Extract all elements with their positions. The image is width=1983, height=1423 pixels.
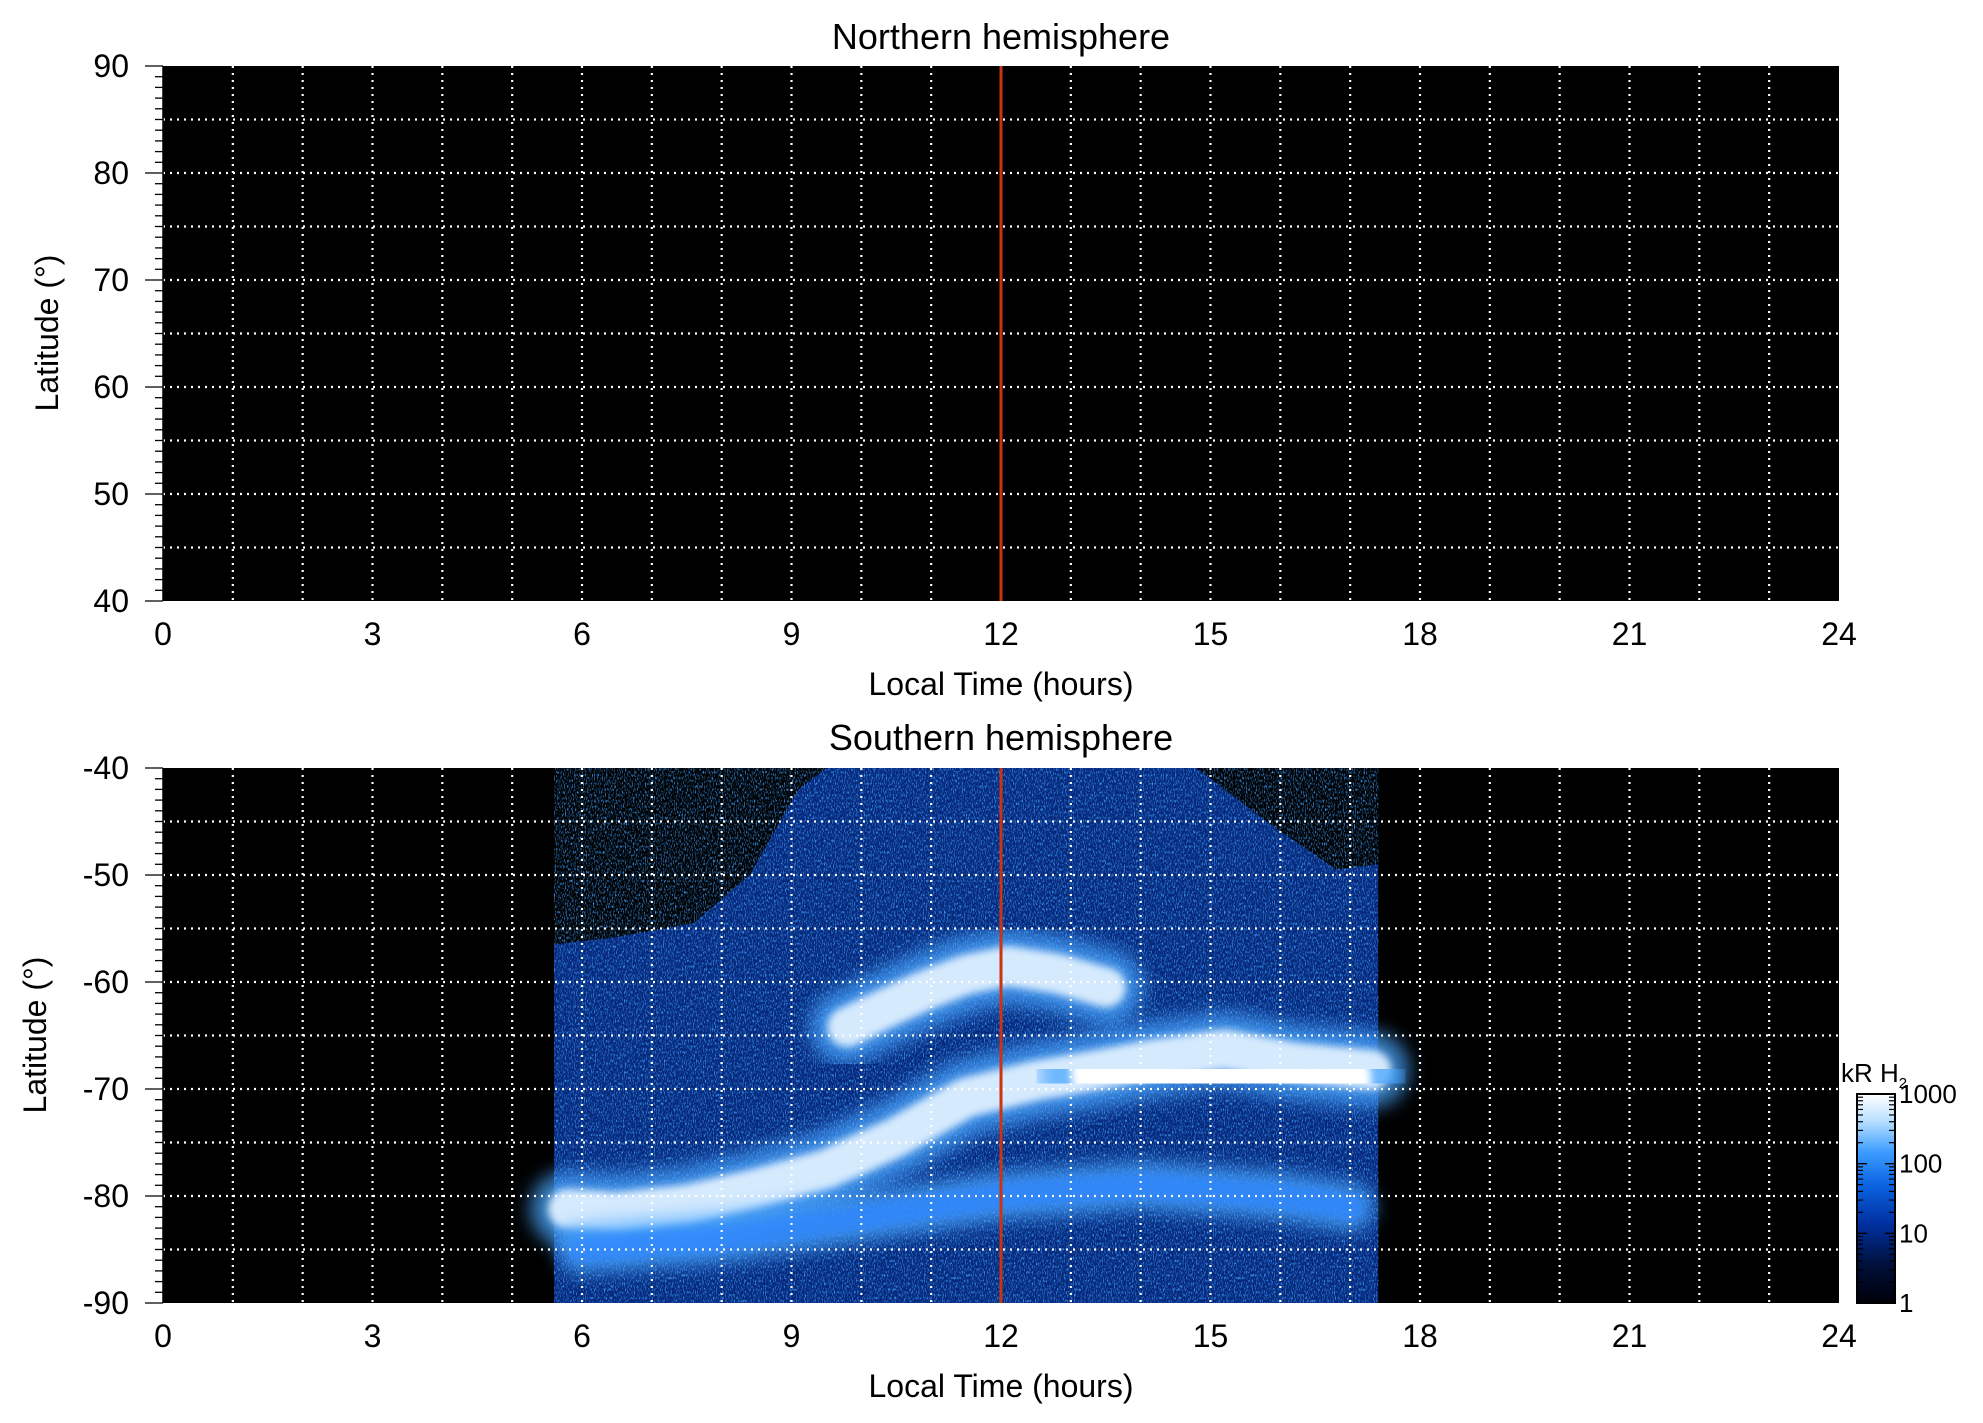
x-tick-label: 6 (573, 1318, 591, 1354)
x-tick-label: 9 (783, 616, 801, 652)
x-tick-label: 21 (1612, 1318, 1648, 1354)
y-tick-label: 90 (93, 48, 129, 84)
y-tick-label: -70 (83, 1071, 129, 1107)
x-tick-label: 12 (983, 616, 1019, 652)
colorbar-unit-label: kR H2 (1841, 1058, 1907, 1092)
y-tick-label: 60 (93, 369, 129, 405)
y-tick-label: -50 (83, 857, 129, 893)
northern-y-axis-label: Latitude (°) (29, 255, 65, 412)
southern-x-tick-labels: 0 3 6 9 12 15 18 21 24 (154, 1318, 1857, 1354)
y-tick-label: -60 (83, 964, 129, 1000)
colorbar-tick-label: 1000 (1899, 1079, 1957, 1109)
x-tick-label: 18 (1402, 616, 1438, 652)
x-tick-label: 18 (1402, 1318, 1438, 1354)
colorbar-tick-label: 10 (1899, 1218, 1928, 1248)
northern-hemisphere-panel: Northern hemisphere 0 3 6 9 12 15 18 21 24 90 80 7… (29, 16, 1857, 702)
colorbar-tick-label: 100 (1899, 1149, 1942, 1179)
northern-grid (163, 66, 1839, 601)
x-tick-label: 24 (1821, 616, 1857, 652)
colorbar-gradient (1856, 1093, 1896, 1304)
x-tick-label: 0 (154, 616, 172, 652)
y-tick-label: 40 (93, 583, 129, 619)
x-tick-label: 6 (573, 616, 591, 652)
northern-x-axis-label: Local Time (hours) (869, 666, 1134, 702)
x-tick-label: 15 (1193, 1318, 1229, 1354)
y-tick-label: 70 (93, 262, 129, 298)
x-tick-label: 21 (1612, 616, 1648, 652)
x-tick-label: 12 (983, 1318, 1019, 1354)
colorbar-tick-labels: 1000 100 10 1 (1899, 1079, 1957, 1318)
x-tick-label: 0 (154, 1318, 172, 1354)
x-tick-label: 3 (364, 616, 382, 652)
y-tick-label: -80 (83, 1178, 129, 1214)
northern-y-tick-labels: 90 80 70 60 50 40 (93, 48, 129, 619)
y-tick-label: 50 (93, 476, 129, 512)
southern-x-axis-label: Local Time (hours) (869, 1368, 1134, 1404)
southern-panel-title: Southern hemisphere (829, 717, 1173, 758)
southern-hemisphere-panel: Southern hemisphere 0 3 6 9 12 15 18 21 24 -40 -5… (17, 717, 1857, 1404)
southern-tick-marks (145, 767, 164, 1304)
y-tick-label: -40 (83, 750, 129, 786)
emission-feature-1 (1070, 1037, 1372, 1115)
colorbar-tick-label: 1 (1899, 1288, 1913, 1318)
x-tick-label: 24 (1821, 1318, 1857, 1354)
colorbar-tick-marks (1857, 1093, 1895, 1304)
x-tick-label: 9 (783, 1318, 801, 1354)
southern-y-tick-labels: -40 -50 -60 -70 -80 -90 (83, 750, 129, 1321)
northern-panel-title: Northern hemisphere (832, 16, 1170, 57)
northern-x-tick-labels: 0 3 6 9 12 15 18 21 24 (154, 616, 1857, 652)
x-tick-label: 3 (364, 1318, 382, 1354)
northern-tick-marks (145, 65, 164, 602)
emission-feature-2 (827, 945, 1126, 1047)
y-tick-label: 80 (93, 155, 129, 191)
colorbar: kR H2 1000 100 10 1 (1841, 1058, 1957, 1318)
x-tick-label: 15 (1193, 616, 1229, 652)
southern-y-axis-label: Latitude (°) (17, 957, 53, 1114)
y-tick-label: -90 (83, 1285, 129, 1321)
